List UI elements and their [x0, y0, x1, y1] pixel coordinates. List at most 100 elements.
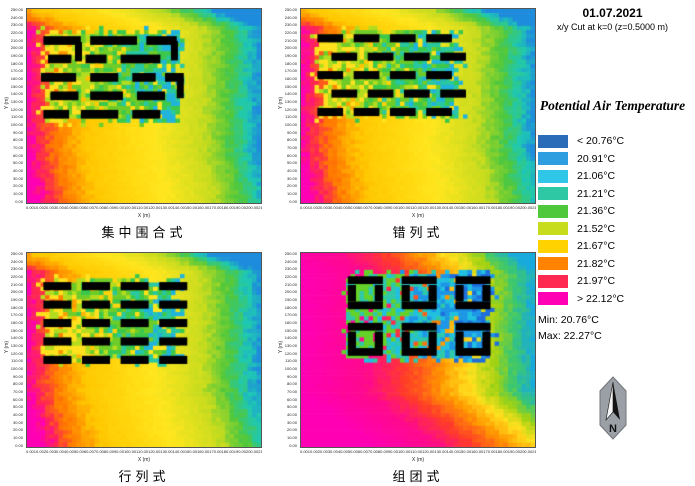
- tick-label: 200.00: [284, 45, 297, 51]
- tick-label: 250.00: [284, 251, 297, 256]
- tick-label: 110.00: [11, 358, 23, 364]
- y-axis-ticks: 250.00 240.00 230.00 220.00 210.00 200.00 190.…: [278, 252, 298, 448]
- legend-row: < 20.76°C: [538, 134, 695, 148]
- tick-label: 180.00: [221, 206, 234, 210]
- tick-label: 220.00: [284, 274, 297, 280]
- legend-row: 21.21°C: [538, 187, 695, 201]
- tick-label: 190.00: [284, 297, 297, 303]
- tick-label: 210.00: [258, 206, 262, 210]
- tick-label: 170.00: [483, 206, 496, 210]
- legend-swatch: [538, 169, 568, 183]
- tick-label: 20.00: [12, 427, 23, 433]
- x-axis-title: X (m): [411, 457, 425, 463]
- tick-label: 180.00: [284, 60, 297, 66]
- legend-rows: < 20.76°C 20.91°C 21.06°C 21.21°C 21.36°C 21.…: [538, 134, 695, 306]
- tick-label: 140.00: [10, 91, 23, 97]
- side-panel: 01.07.2021 x/y Cut at k=0 (z=0.5000 m) P…: [530, 0, 695, 486]
- legend-row: 21.06°C: [538, 169, 695, 183]
- tick-label: 100.00: [397, 206, 411, 210]
- tick-label: 140.00: [446, 450, 459, 454]
- legend-swatch: [538, 292, 568, 305]
- heatmap-canvas-centralized-enclosed: [26, 8, 262, 204]
- x-axis-ticks: 0.00 10.00 20.00 30.00 40.00 50.00 60.00 70.00 8…: [300, 450, 536, 456]
- tick-label: 30.00: [53, 450, 64, 454]
- tick-label: 10.00: [33, 206, 44, 210]
- tick-label: 240.00: [10, 258, 23, 264]
- tick-label: 60.00: [12, 152, 23, 158]
- legend-swatch: [538, 222, 568, 235]
- tick-label: 220.00: [10, 274, 23, 280]
- legend-min: Min: 20.76°C: [538, 313, 599, 326]
- legend-title: Potential Air Temperature: [539, 98, 686, 113]
- tick-label: 160.00: [284, 76, 297, 82]
- tick-label: 20.00: [43, 450, 54, 454]
- tick-label: 0.00: [26, 450, 34, 454]
- tick-label: 70.00: [93, 206, 104, 210]
- tick-label: 40.00: [63, 206, 74, 210]
- tick-label: 20.00: [286, 427, 297, 433]
- panel-row-type: Y (m) 250.00 240.00 230.00 220.00 210.00 200.…: [4, 252, 270, 484]
- tick-label: 40.00: [286, 168, 297, 174]
- tick-label: 230.00: [284, 266, 297, 272]
- tick-label: 20.00: [286, 183, 297, 189]
- panel-cluster-group: Y (m) 250.00 240.00 230.00 220.00 210.00 200.…: [278, 252, 544, 484]
- tick-label: 120.00: [422, 450, 435, 454]
- tick-label: 90.00: [12, 129, 23, 135]
- tick-label: 220.00: [284, 30, 297, 36]
- legend-swatch: [538, 257, 568, 270]
- tick-label: 170.00: [209, 450, 222, 454]
- tick-label: 240.00: [284, 14, 297, 20]
- panel-caption: 错列式: [392, 225, 444, 240]
- tick-label: 10.00: [286, 191, 297, 197]
- x-axis-ticks: 0.00 10.00 20.00 30.00 40.00 50.00 60.00 70.00 8…: [26, 206, 262, 212]
- legend-label: 21.06°C: [577, 170, 616, 182]
- x-axis-ticks: 0.00 10.00 20.00 30.00 40.00 50.00 60.00 70.00 8…: [300, 206, 536, 212]
- panel-caption: 集中围合式: [101, 225, 187, 240]
- tick-label: 130.00: [10, 99, 23, 105]
- tick-label: 100.00: [397, 450, 411, 454]
- tick-label: 210.00: [284, 37, 297, 43]
- tick-label: 250.00: [10, 7, 23, 12]
- tick-label: 180.00: [495, 450, 508, 454]
- tick-label: 250.00: [10, 251, 23, 256]
- tick-label: 100.00: [123, 206, 137, 210]
- tick-label: 90.00: [387, 450, 398, 454]
- tick-label: 150.00: [10, 327, 23, 333]
- tick-label: 50.00: [286, 404, 297, 410]
- tick-label: 110.00: [136, 206, 149, 210]
- tick-label: 0.00: [15, 442, 23, 448]
- tick-label: 80.00: [103, 206, 114, 210]
- tick-label: 120.00: [148, 206, 161, 210]
- tick-label: 190.00: [284, 53, 297, 59]
- tick-label: 200.00: [519, 450, 533, 454]
- tick-label: 0.00: [300, 206, 308, 210]
- tick-label: 150.00: [284, 83, 297, 89]
- tick-label: 180.00: [10, 60, 23, 66]
- tick-label: 100.00: [284, 366, 297, 372]
- tick-label: 170.00: [284, 312, 297, 318]
- legend-label: 21.52°C: [577, 222, 616, 235]
- tick-label: 20.00: [43, 206, 54, 210]
- tick-label: 180.00: [221, 450, 234, 454]
- tick-label: 190.00: [507, 450, 520, 454]
- tick-label: 130.00: [160, 450, 173, 454]
- tick-label: 150.00: [184, 206, 198, 210]
- tick-label: 130.00: [434, 206, 447, 210]
- tick-label: 0.00: [300, 450, 308, 454]
- tick-label: 120.00: [422, 206, 435, 210]
- tick-label: 70.00: [286, 145, 297, 151]
- tick-label: 0.00: [289, 442, 297, 448]
- tick-label: 20.00: [317, 450, 328, 454]
- legend-swatch: [538, 187, 568, 200]
- tick-label: 180.00: [10, 304, 23, 310]
- tick-label: 190.00: [233, 206, 246, 210]
- tick-label: 40.00: [12, 168, 23, 174]
- tick-label: 30.00: [327, 450, 338, 454]
- tick-label: 50.00: [347, 450, 358, 454]
- tick-label: 240.00: [10, 14, 23, 20]
- tick-label: 90.00: [113, 206, 124, 210]
- tick-label: 10.00: [307, 450, 318, 454]
- tick-label: 180.00: [284, 304, 297, 310]
- tick-label: 120.00: [148, 450, 161, 454]
- tick-label: 230.00: [10, 22, 23, 28]
